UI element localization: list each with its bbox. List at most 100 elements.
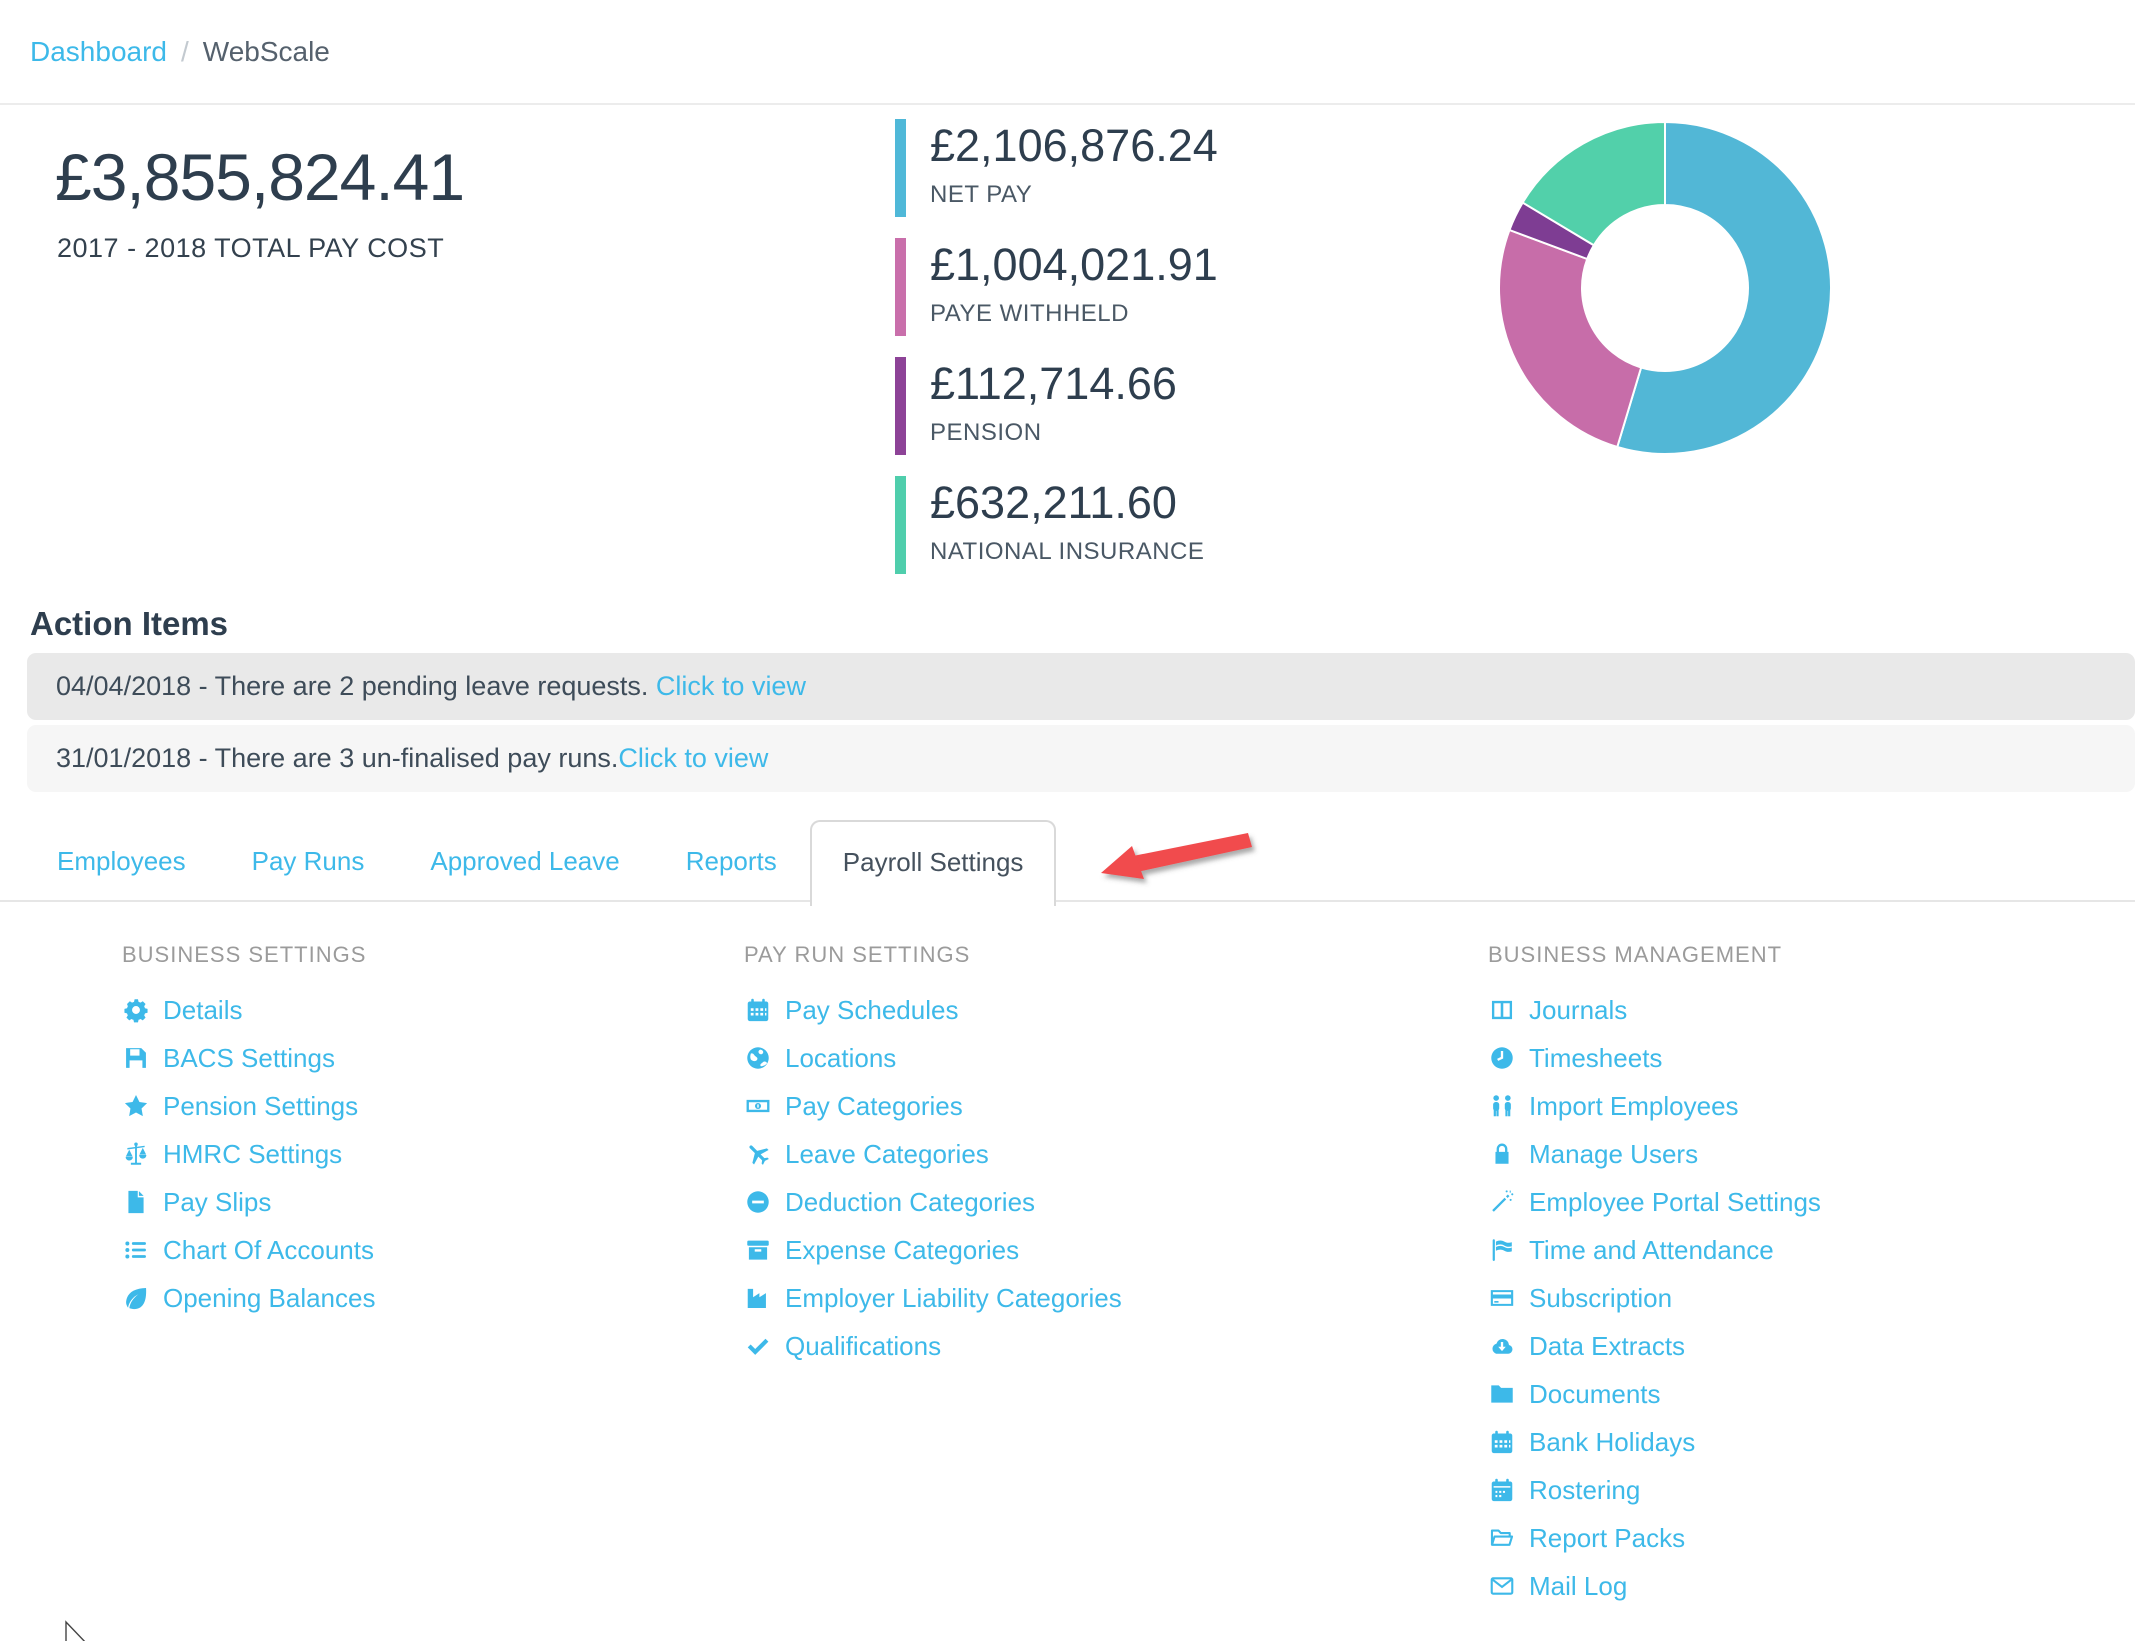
action-items-title: Action Items [30,605,229,642]
settings-link-rostering[interactable]: Rostering [1488,1466,1821,1514]
settings-link-time-and-attendance[interactable]: Time and Attendance [1488,1226,1821,1274]
settings-link-label: Pay Categories [785,1090,963,1121]
settings-link-employee-portal-settings[interactable]: Employee Portal Settings [1488,1178,1821,1226]
tab-pay-runs[interactable]: Pay Runs [251,846,365,876]
settings-link-manage-users[interactable]: Manage Users [1488,1130,1821,1178]
settings-link-label: Manage Users [1529,1138,1699,1169]
balance-scale-icon [122,1140,150,1168]
action-item-row: 04/04/2018 - There are 2 pending leave r… [27,653,2135,720]
action-item-text: 31/01/2018 - There are 3 un-finalised pa… [56,743,619,773]
pay-stat-net-pay: £2,106,876.24 NET PAY [895,119,1218,217]
settings-link-qualifications[interactable]: Qualifications [744,1322,1122,1370]
settings-link-label: Pay Schedules [785,994,959,1025]
globe-icon [744,1044,772,1072]
settings-link-label: Journals [1529,994,1628,1025]
settings-link-label: Subscription [1529,1282,1673,1313]
settings-link-chart-of-accounts[interactable]: Chart Of Accounts [122,1226,375,1274]
settings-column-pay-run-settings: PAY RUN SETTINGS Pay Schedules Locations Pa… [744,942,1122,1370]
breadcrumb-dashboard-link[interactable]: Dashboard [30,35,167,67]
payroll-settings-panel: BUSINESS SETTINGS Details BACS Settings Pen… [0,902,2135,1641]
settings-link-import-employees[interactable]: Import Employees [1488,1082,1821,1130]
settings-link-subscription[interactable]: Subscription [1488,1274,1821,1322]
settings-link-opening-balances[interactable]: Opening Balances [122,1274,375,1322]
settings-link-label: Qualifications [785,1330,942,1361]
action-item-text: 04/04/2018 - There are 2 pending leave r… [56,671,656,701]
stat-value: £632,211.60 [930,477,1177,528]
settings-column-business-settings: BUSINESS SETTINGS Details BACS Settings Pen… [122,942,375,1322]
action-item-link[interactable]: Click to view [655,671,806,701]
cloud-download-icon [1488,1332,1516,1360]
tab-payroll-settings[interactable]: Payroll Settings [809,820,1057,906]
tab-employees[interactable]: Employees [57,846,186,876]
red-arrow-annotation [1101,833,1252,879]
stat-value: £2,106,876.24 [930,120,1218,171]
settings-link-pay-schedules[interactable]: Pay Schedules [744,986,1122,1034]
pay-breakdown-donut-chart [1497,120,1833,456]
settings-link-pension-settings[interactable]: Pension Settings [122,1082,375,1130]
breadcrumb-current-page: WebScale [202,35,330,67]
floppy-disk-icon [122,1044,150,1072]
settings-link-pay-slips[interactable]: Pay Slips [122,1178,375,1226]
settings-link-pay-categories[interactable]: Pay Categories [744,1082,1122,1130]
donut-segment-paye-withheld [1498,229,1643,448]
calendar-days-icon [1488,1476,1516,1504]
settings-link-bank-holidays[interactable]: Bank Holidays [1488,1418,1821,1466]
magic-wand-icon [1488,1188,1516,1216]
settings-link-bacs-settings[interactable]: BACS Settings [122,1034,375,1082]
settings-link-timesheets[interactable]: Timesheets [1488,1034,1821,1082]
stat-label: NET PAY [930,181,1033,209]
money-bill-icon [744,1092,772,1120]
settings-link-documents[interactable]: Documents [1488,1370,1821,1418]
mouse-cursor [65,1620,86,1641]
settings-column-heading: BUSINESS SETTINGS [122,942,367,967]
pay-summary-section: £3,855,824.41 2017 - 2018 TOTAL PAY COST… [0,105,2135,597]
folder-icon [1488,1380,1516,1408]
star-icon [122,1092,150,1120]
pay-stat-paye-withheld: £1,004,021.91 PAYE WITHHELD [895,238,1218,336]
stat-value: £1,004,021.91 [930,239,1218,290]
donut-segment-net-pay [1616,121,1832,455]
settings-link-expense-categories[interactable]: Expense Categories [744,1226,1122,1274]
check-icon [744,1332,772,1360]
flag-icon [1488,1236,1516,1264]
tab-approved-leave[interactable]: Approved Leave [430,846,620,876]
total-pay-cost-value: £3,855,824.41 [55,140,465,214]
industry-icon [744,1284,772,1312]
minus-circle-icon [744,1188,772,1216]
donut-segment-national-insurance [1521,121,1666,247]
file-icon [122,1188,150,1216]
settings-link-label: Rostering [1529,1474,1641,1505]
settings-link-leave-categories[interactable]: Leave Categories [744,1130,1122,1178]
stat-label: NATIONAL INSURANCE [930,538,1205,566]
settings-column-business-management: BUSINESS MANAGEMENT Journals Timesheets Imp… [1488,942,1821,1610]
action-items-list: 04/04/2018 - There are 2 pending leave r… [0,653,2135,792]
settings-column-heading: BUSINESS MANAGEMENT [1488,942,1783,967]
settings-link-mail-log[interactable]: Mail Log [1488,1562,1821,1610]
stat-label: PAYE WITHHELD [930,300,1129,328]
settings-link-data-extracts[interactable]: Data Extracts [1488,1322,1821,1370]
settings-link-label: BACS Settings [163,1042,335,1073]
settings-link-deduction-categories[interactable]: Deduction Categories [744,1178,1122,1226]
settings-link-label: Import Employees [1529,1090,1739,1121]
pay-stat-national-insurance: £632,211.60 NATIONAL INSURANCE [895,476,1218,574]
settings-link-locations[interactable]: Locations [744,1034,1122,1082]
settings-column-heading: PAY RUN SETTINGS [744,942,971,967]
settings-link-label: Employer Liability Categories [785,1282,1122,1313]
action-item-link[interactable]: Click to view [618,743,769,773]
settings-link-details[interactable]: Details [122,986,375,1034]
settings-link-report-packs[interactable]: Report Packs [1488,1514,1821,1562]
settings-link-label: Pension Settings [163,1090,359,1121]
settings-link-employer-liability-categories[interactable]: Employer Liability Categories [744,1274,1122,1322]
breadcrumb-separator: / [180,35,189,67]
envelope-icon [1488,1572,1516,1600]
settings-link-label: Mail Log [1529,1570,1628,1601]
settings-link-journals[interactable]: Journals [1488,986,1821,1034]
action-items-section: Action Items 04/04/2018 - There are 2 pe… [0,605,2135,792]
settings-link-hmrc-settings[interactable]: HMRC Settings [122,1130,375,1178]
settings-link-label: Deduction Categories [785,1186,1036,1217]
tab-reports[interactable]: Reports [685,846,777,876]
settings-link-label: Time and Attendance [1529,1234,1774,1265]
leaf-icon [122,1284,150,1312]
calendar-grid-icon [744,996,772,1024]
